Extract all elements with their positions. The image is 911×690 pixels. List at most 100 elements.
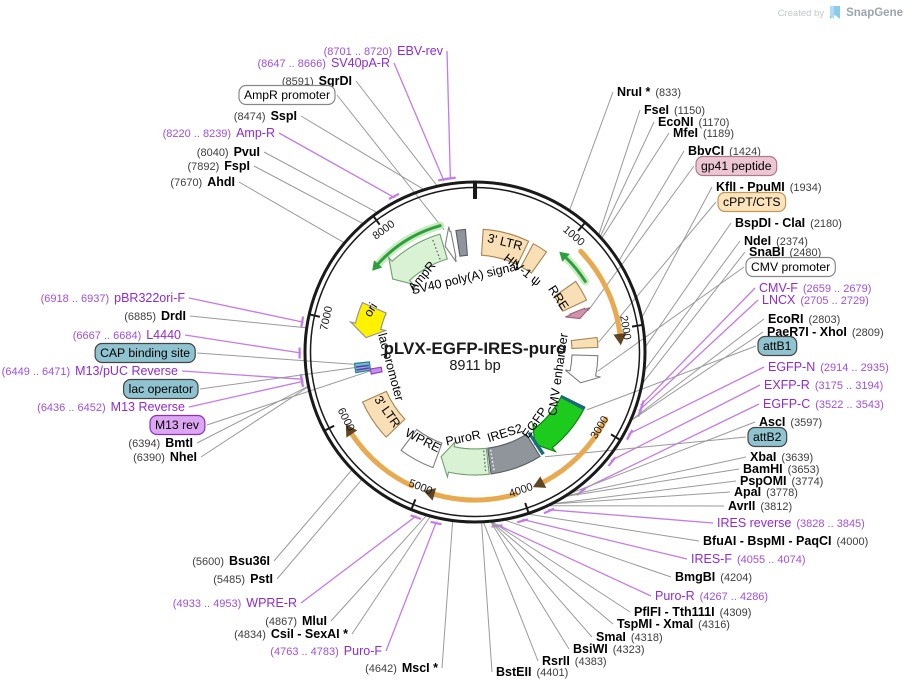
feature-ori[interactable]	[348, 301, 388, 339]
callout-bamhi[interactable]: BamHI (3653)	[743, 462, 819, 476]
callout-ires-f[interactable]: IRES-F (4055 .. 4074)	[691, 552, 805, 566]
callout-ecori[interactable]: EcoRI (2803)	[768, 312, 840, 326]
feature-ltr3-top[interactable]	[480, 228, 530, 266]
callout-m13-puc-reverse[interactable]: (6449 .. 6471) M13/pUC Reverse	[2, 364, 178, 378]
callout-bsu36i[interactable]: (5600) Bsu36I	[192, 554, 270, 568]
callout-text-bmti[interactable]: (6394) BmtI	[128, 436, 193, 450]
callout-box-attb2[interactable]	[747, 426, 788, 448]
callout-box-ampr-promoter[interactable]	[238, 84, 336, 106]
callout-asci[interactable]: AscI (3597)	[759, 415, 822, 429]
callout-ires-reverse[interactable]: IRES reverse (3828 .. 3845)	[717, 516, 865, 530]
callout-text-ndei[interactable]: NdeI (2374)	[744, 234, 808, 248]
feature-cluster-purple[interactable]	[369, 366, 383, 375]
callout-text-m13-reverse[interactable]: (6436 .. 6452) M13 Reverse	[37, 400, 185, 414]
callout-text-ampr-promoter[interactable]: AmpR promoter	[244, 88, 330, 102]
callout-text-attb1[interactable]: attB1	[763, 339, 792, 353]
feature-ltr3-bottom[interactable]	[361, 390, 406, 438]
callout-m13-reverse[interactable]: (6436 .. 6452) M13 Reverse	[37, 400, 185, 414]
callout-psti[interactable]: (5485) PstI	[213, 572, 273, 586]
callout-ampr-promoter[interactable]: AmpR promoter	[238, 84, 336, 106]
callout-text-mlui[interactable]: (4867) MluI	[265, 614, 327, 628]
callout-nhei[interactable]: (6390) NheI	[133, 450, 197, 464]
callout-bsteii[interactable]: BstEII (4401)	[496, 665, 568, 679]
callout-paer7i-xhoi[interactable]: PaeR7I - XhoI (2809)	[767, 325, 884, 339]
callout-text-lncx[interactable]: LNCX (2705 .. 2729)	[762, 293, 869, 307]
callout-text-egfp-c[interactable]: EGFP-C (3522 .. 3543)	[763, 397, 884, 411]
callout-avrii[interactable]: AvrII (3812)	[728, 499, 792, 513]
callout-text-amp-r[interactable]: (8220 .. 8239) Amp-R	[163, 126, 275, 140]
callout-cmv-f[interactable]: CMV-F (2659 .. 2679)	[759, 281, 871, 295]
callout-text-lac-operator[interactable]: lac operator	[129, 382, 193, 396]
callout-ahdi[interactable]: (7670) AhdI	[170, 175, 235, 189]
callout-pflfi-tth111i[interactable]: PflFI - Tth111I (4309)	[634, 605, 751, 619]
callout-text-avrii[interactable]: AvrII (3812)	[728, 499, 792, 513]
callout-attb2[interactable]: attB2	[747, 426, 788, 448]
callout-text-rsrii[interactable]: RsrII (4383)	[542, 654, 607, 668]
callout-text-bsteii[interactable]: BstEII (4401)	[496, 665, 568, 679]
feature-gp41-peptide[interactable]	[565, 307, 591, 320]
callout-text-tspmi-xmai[interactable]: TspMI - XmaI (4316)	[617, 617, 730, 631]
callout-text-ahdi[interactable]: (7670) AhdI	[170, 175, 235, 189]
callout-text-snabi[interactable]: SnaBI (2480)	[749, 245, 821, 259]
callout-egfp-c[interactable]: EGFP-C (3522 .. 3543)	[763, 397, 884, 411]
callout-lncx[interactable]: LNCX (2705 .. 2729)	[762, 293, 869, 307]
callout-cmv-promoter[interactable]: CMV promoter	[745, 256, 836, 278]
callout-ebv-rev[interactable]: (8701 .. 8720) EBV-rev	[324, 44, 444, 58]
callout-text-asci[interactable]: AscI (3597)	[759, 415, 822, 429]
callout-text-fspi[interactable]: (7892) FspI	[188, 159, 251, 173]
feature-rre[interactable]	[553, 280, 588, 312]
feature-cmv-promoter[interactable]	[564, 354, 601, 384]
feature-egfp[interactable]	[532, 394, 586, 453]
callout-m13-rev[interactable]: M13 rev	[149, 414, 206, 436]
callout-bsiwi[interactable]: BsiWI (4323)	[573, 642, 645, 656]
callout-lac-operator[interactable]: lac operator	[122, 378, 199, 400]
callout-text-attb2[interactable]: attB2	[753, 430, 782, 444]
callout-text-ires-reverse[interactable]: IRES reverse (3828 .. 3845)	[717, 516, 865, 530]
callout-pvui[interactable]: (8040) PvuI	[197, 145, 260, 159]
callout-puro-f[interactable]: (4763 .. 4783) Puro-F	[270, 644, 382, 658]
feature-ampr[interactable]	[387, 233, 448, 286]
callout-bfuai-bspmi-paqci[interactable]: BfuAI - BspMI - PaqCI (4000)	[703, 534, 868, 548]
callout-text-pbr322ori-f[interactable]: (6918 .. 6937) pBR322ori-F	[41, 291, 186, 305]
callout-bspdi-clai[interactable]: BspDI - ClaI (2180)	[735, 216, 842, 230]
callout-box-cmv-promoter[interactable]	[745, 256, 836, 278]
callout-amp-r[interactable]: (8220 .. 8239) Amp-R	[163, 126, 275, 140]
feature-attb2-site[interactable]	[527, 431, 545, 456]
callout-text-puro-r[interactable]: Puro-R (4267 .. 4286)	[655, 589, 768, 603]
feature-ires2[interactable]	[487, 433, 541, 475]
callout-text-cap-binding-site[interactable]: CAP binding site	[100, 346, 190, 360]
callout-bbvci[interactable]: BbvCI (1424)	[688, 144, 761, 158]
feature-puror[interactable]	[440, 439, 490, 480]
callout-text-xbai[interactable]: XbaI (3639)	[750, 450, 813, 464]
feature-sv40-polya[interactable]	[455, 228, 468, 257]
callout-text-nhei[interactable]: (6390) NheI	[133, 450, 197, 464]
callout-xbai[interactable]: XbaI (3639)	[750, 450, 813, 464]
feature-ampr-promoter[interactable]	[444, 226, 457, 263]
callout-text-sspi[interactable]: (8474) SspI	[234, 109, 297, 123]
callout-cap-binding-site[interactable]: CAP binding site	[94, 342, 196, 364]
callout-tspmi-xmai[interactable]: TspMI - XmaI (4316)	[617, 617, 730, 631]
callout-box-gp41-peptide[interactable]	[695, 155, 778, 177]
callout-text-psti[interactable]: (5485) PstI	[213, 572, 273, 586]
callout-apai[interactable]: ApaI (3778)	[734, 485, 798, 499]
callout-box-m13-rev[interactable]	[149, 414, 206, 436]
feature-cppt-cts[interactable]	[570, 336, 599, 349]
callout-gp41-peptide[interactable]: gp41 peptide	[695, 155, 778, 177]
callout-bmti[interactable]: (6394) BmtI	[128, 436, 193, 450]
callout-text-cmv-promoter[interactable]: CMV promoter	[751, 260, 830, 274]
callout-fspi[interactable]: (7892) FspI	[188, 159, 251, 173]
callout-text-fsei[interactable]: FseI (1150)	[644, 103, 705, 117]
callout-sspi[interactable]: (8474) SspI	[234, 109, 297, 123]
callout-snabi[interactable]: SnaBI (2480)	[749, 245, 821, 259]
feature-wpre[interactable]	[400, 428, 443, 469]
callout-pbr322ori-f[interactable]: (6918 .. 6937) pBR322ori-F	[41, 291, 186, 305]
callout-text-smai[interactable]: SmaI (4318)	[596, 630, 663, 644]
callout-exfp-r[interactable]: EXFP-R (3175 .. 3194)	[764, 378, 883, 392]
callout-text-exfp-r[interactable]: EXFP-R (3175 .. 3194)	[764, 378, 883, 392]
callout-text-bfuai-bspmi-paqci[interactable]: BfuAI - BspMI - PaqCI (4000)	[703, 534, 868, 548]
callout-text-bsiwi[interactable]: BsiWI (4323)	[573, 642, 645, 656]
callout-text-pflfi-tth111i[interactable]: PflFI - Tth111I (4309)	[634, 605, 751, 619]
callout-sv40pa-r[interactable]: (8647 .. 8666) SV40pA-R	[257, 56, 390, 70]
callout-text-bspdi-clai[interactable]: BspDI - ClaI (2180)	[735, 216, 842, 230]
callout-text-gp41-peptide[interactable]: gp41 peptide	[701, 159, 772, 173]
